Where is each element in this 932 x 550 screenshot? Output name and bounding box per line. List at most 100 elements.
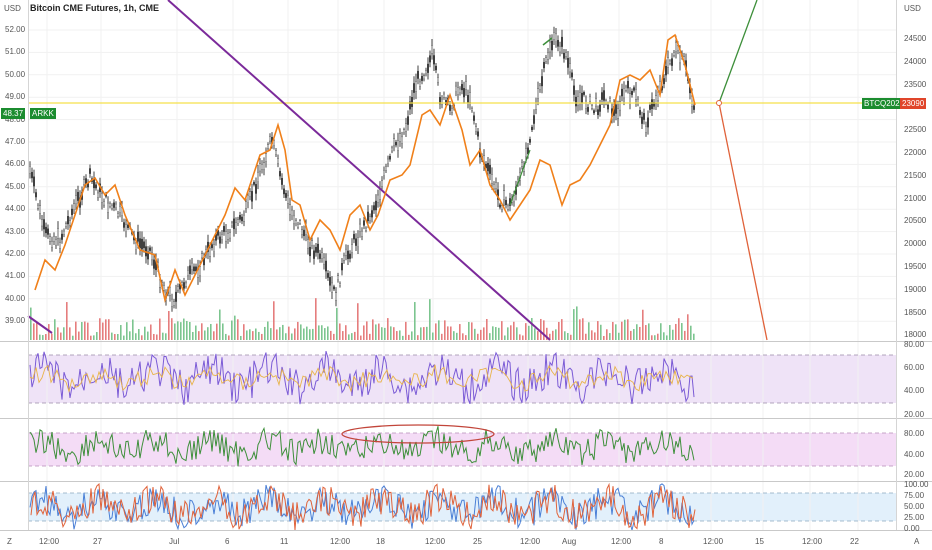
candle-body xyxy=(171,298,173,307)
candle-body xyxy=(405,123,407,132)
candle-body xyxy=(75,195,77,204)
right-axis-tick: 18500 xyxy=(904,307,927,317)
volume-bar xyxy=(48,324,50,340)
candle-body xyxy=(467,95,469,103)
volume-bar xyxy=(450,326,452,340)
volume-bar xyxy=(525,323,527,340)
volume-bar xyxy=(309,329,311,340)
volume-bar xyxy=(246,330,248,340)
candle-body xyxy=(189,265,191,275)
volume-bar xyxy=(555,329,557,340)
candle-body xyxy=(451,108,453,113)
candle-body xyxy=(259,163,261,172)
candle-body xyxy=(31,171,33,179)
volume-bar xyxy=(648,323,650,340)
auto-scale-button[interactable]: A xyxy=(914,537,920,546)
candle-body xyxy=(633,87,635,91)
volume-bar xyxy=(666,335,668,340)
volume-bar xyxy=(477,333,479,340)
zoom-reset-button[interactable]: Z xyxy=(7,537,12,546)
candle-body xyxy=(69,220,71,226)
volume-bar xyxy=(171,318,173,340)
candle-body xyxy=(59,242,61,249)
volume-bar xyxy=(261,333,263,340)
candle-body xyxy=(33,176,35,187)
candle-body xyxy=(381,180,383,187)
volume-bar xyxy=(681,323,683,340)
candle-body xyxy=(607,104,609,110)
volume-bar xyxy=(264,326,266,340)
volume-bar xyxy=(141,335,143,340)
candle-body xyxy=(143,241,145,249)
candle-body xyxy=(303,229,305,237)
volume-bar xyxy=(372,319,374,340)
volume-bar xyxy=(249,329,251,340)
candle-body xyxy=(299,220,301,224)
left-axis-tick: 42.00 xyxy=(5,249,26,258)
time-axis-tick: 11 xyxy=(280,537,289,546)
volume-bar xyxy=(600,324,602,340)
candle-body xyxy=(211,244,213,249)
candle-body xyxy=(135,242,137,250)
candle-body xyxy=(587,107,589,112)
candle-body xyxy=(487,162,489,172)
candle-body xyxy=(531,126,533,131)
volume-bar xyxy=(99,318,101,340)
candle-body xyxy=(409,101,411,110)
candle-body xyxy=(505,200,507,206)
right-axis-tick: 23500 xyxy=(904,79,927,89)
time-axis-tick: 12:00 xyxy=(802,537,823,546)
candle-body xyxy=(177,286,179,291)
volume-bar xyxy=(189,321,191,340)
candle-body xyxy=(71,208,73,216)
volume-bar xyxy=(162,332,164,340)
candle-body xyxy=(541,76,543,87)
candle-body xyxy=(543,62,545,69)
volume-bar xyxy=(606,329,608,340)
candle-body xyxy=(115,203,117,208)
volume-bar xyxy=(69,327,71,340)
volume-bar xyxy=(81,322,83,340)
candle-body xyxy=(269,136,271,142)
trendline-segment xyxy=(27,315,53,334)
candle-body xyxy=(249,191,251,197)
candle-body xyxy=(567,57,569,68)
volume-bar xyxy=(276,329,278,340)
volume-bar xyxy=(558,321,560,340)
volume-bar xyxy=(219,309,221,340)
pane-separator[interactable] xyxy=(0,341,932,342)
candle-body xyxy=(89,168,91,174)
volume-bar xyxy=(384,327,386,340)
volume-bar xyxy=(285,333,287,340)
candle-body xyxy=(361,230,363,237)
volume-bar xyxy=(684,330,686,340)
volume-bar xyxy=(582,318,584,340)
candle-body xyxy=(679,52,681,64)
volume-bar xyxy=(120,325,122,340)
volume-bar xyxy=(117,334,119,340)
volume-bar xyxy=(300,324,302,340)
volume-bar xyxy=(303,328,305,340)
projection-origin xyxy=(716,100,722,106)
candle-body xyxy=(43,219,45,230)
candle-body xyxy=(589,96,591,102)
candle-body xyxy=(341,263,343,271)
volume-bar xyxy=(333,333,335,340)
volume-bar xyxy=(624,319,626,340)
volume-bar xyxy=(111,332,113,340)
pane-separator[interactable] xyxy=(0,418,932,419)
candle-body xyxy=(581,92,583,103)
volume-bar xyxy=(318,325,320,340)
volume-bar xyxy=(432,332,434,340)
volume-bar xyxy=(417,335,419,340)
time-axis-tick: 12:00 xyxy=(520,537,541,546)
pane-separator[interactable] xyxy=(0,481,932,482)
candle-body xyxy=(477,131,479,137)
projection-down-line xyxy=(718,102,768,341)
candle-body xyxy=(65,223,67,228)
volume-bar xyxy=(36,322,38,340)
candle-body xyxy=(321,252,323,259)
candle-body xyxy=(645,126,647,133)
volume-bar xyxy=(687,314,689,340)
